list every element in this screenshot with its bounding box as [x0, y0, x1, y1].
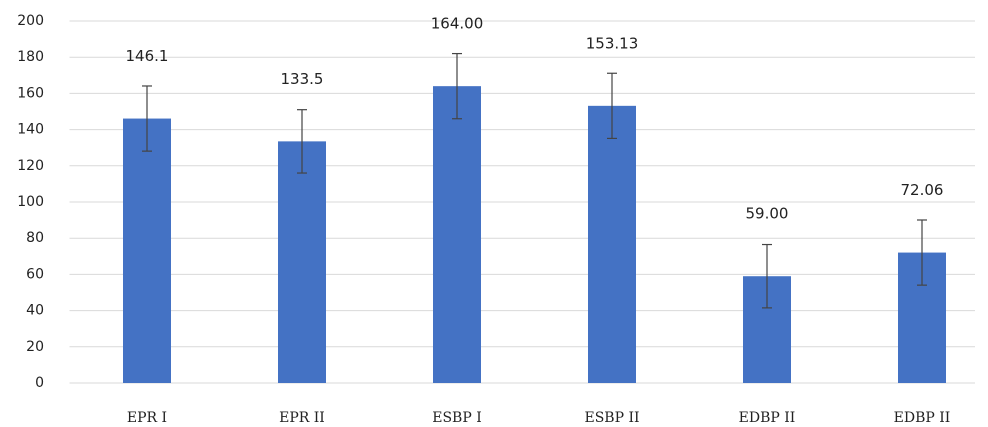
x-tick-label: EDBP II [894, 410, 951, 426]
error-bar [297, 109, 307, 174]
x-tick-label: EPR II [279, 410, 325, 426]
data-label: 164.00 [431, 15, 484, 33]
y-tick-label: 20 [26, 339, 44, 355]
y-tick-label: 200 [17, 13, 44, 29]
bar [433, 86, 481, 383]
bar [123, 118, 171, 384]
error-bar [142, 85, 152, 152]
y-tick-label: 40 [26, 303, 44, 319]
bar [278, 141, 326, 383]
y-tick-label: 120 [17, 158, 44, 174]
y-tick-label: 80 [26, 230, 44, 246]
error-bar [452, 52, 462, 120]
x-tick-label: ESBP I [432, 410, 482, 426]
x-tick-label: ESBP II [584, 410, 639, 426]
x-tick-label: EDBP II [739, 410, 796, 426]
y-tick-label: 100 [17, 194, 44, 210]
x-tick-label: EPR I [127, 410, 167, 426]
y-tick-label: 0 [35, 375, 44, 391]
y-tick-label: 60 [26, 266, 44, 282]
data-label: 153.13 [586, 34, 639, 52]
y-tick-label: 180 [17, 49, 44, 65]
error-bar [607, 72, 617, 140]
data-label: 146.1 [126, 47, 169, 65]
data-label: 59.00 [746, 205, 789, 223]
error-bar [917, 219, 927, 286]
y-tick-label: 140 [17, 122, 44, 138]
data-label: 72.06 [901, 181, 944, 199]
data-label: 133.5 [281, 70, 324, 88]
y-tick-label: 160 [17, 85, 44, 101]
error-bar [762, 243, 772, 309]
bar [588, 105, 636, 383]
